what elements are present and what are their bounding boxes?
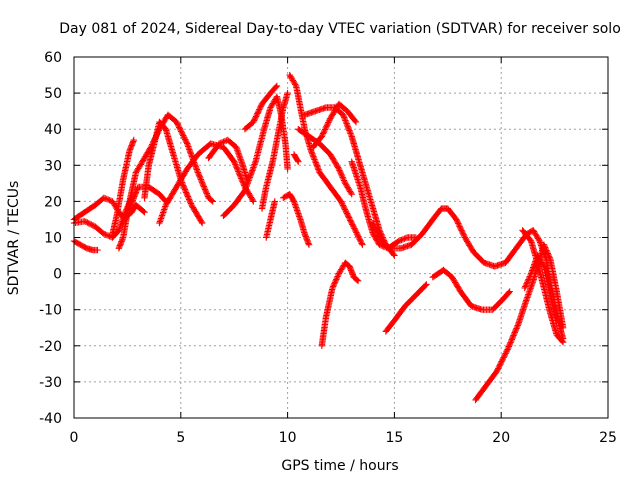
series-arc-15 [280,191,313,248]
series-arc-21 [318,259,362,349]
series-arc-27 [519,227,567,346]
series-arc-06 [141,118,206,227]
plus-marker-trace [429,266,513,313]
series-arc-12 [241,82,281,133]
y-tick-label: 0 [53,267,62,283]
plus-marker-trace [521,252,560,324]
x-tick-label: 10 [279,430,297,446]
plus-marker-trace [220,93,291,219]
plus-marker-trace [318,259,362,349]
x-tick-label: 0 [70,430,79,446]
y-tick-label: -40 [39,411,62,427]
y-tick-label: 50 [44,86,62,102]
plus-marker-trace [126,183,169,212]
plus-marker-trace [241,82,281,133]
y-tick-label: 60 [44,50,62,66]
plus-marker-trace [124,201,148,219]
plus-marker-trace [295,126,355,198]
series-arc-17 [290,151,302,165]
series-arc-25 [429,266,513,313]
x-tick-label: 5 [176,430,185,446]
y-tick-label: -20 [39,339,62,355]
y-tick-label: 30 [44,158,62,174]
x-tick-label: 20 [492,430,510,446]
series-arc-09 [156,140,257,227]
plus-marker-trace [301,104,398,259]
y-tick-label: 40 [44,122,62,138]
y-tick-label: 20 [44,194,62,210]
plus-marker-trace [310,100,360,151]
plus-marker-trace [205,136,251,183]
y-axis-ticks: -40 -30 -20 -10 0 10 20 30 40 50 60 [39,50,608,427]
series-arc-14 [263,198,278,241]
plus-marker-trace [263,198,278,241]
series-arc-07 [126,183,169,212]
plus-marker-trace [382,281,430,335]
series-arc-24 [382,281,430,335]
plus-marker-trace [519,227,567,346]
plus-marker-trace [109,136,137,238]
y-tick-label: -30 [39,375,62,391]
plus-marker-trace [156,140,257,227]
series-arc-10 [205,136,251,183]
series-arc-20 [310,100,360,151]
series-arc-19 [295,126,355,198]
plus-marker-trace [472,241,567,404]
data-points [70,71,567,404]
series-arc-04 [109,136,137,238]
plus-marker-trace [290,151,302,165]
plus-marker-trace [141,118,206,227]
y-axis-label: SDTVAR / TECUs [6,181,22,296]
series-arc-11 [220,93,291,219]
series-arc-18 [301,104,398,259]
series-arc-28 [521,252,560,324]
x-axis-ticks: 0 5 10 15 20 25 [70,57,617,446]
x-tick-label: 25 [599,430,617,446]
series-arc-26 [472,241,567,404]
plus-marker-trace [258,89,291,212]
y-tick-label: -10 [39,303,62,319]
series-arc-08 [124,201,148,219]
x-tick-label: 15 [385,430,403,446]
chart-title: Day 081 of 2024, Sidereal Day-to-day VTE… [59,21,621,37]
plus-marker-trace [280,191,313,248]
y-tick-label: 10 [44,231,62,247]
series-arc-13 [258,89,291,212]
x-axis-label: GPS time / hours [281,458,398,474]
